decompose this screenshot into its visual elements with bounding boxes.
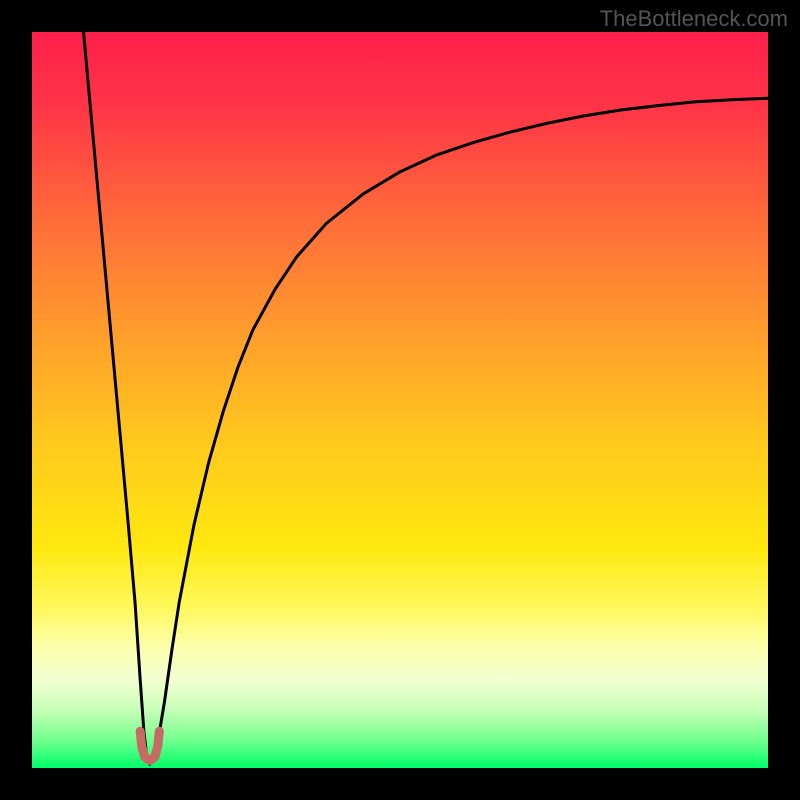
plot-gradient-background	[32, 32, 768, 768]
bottleneck-chart	[0, 0, 800, 800]
chart-frame: TheBottleneck.com	[0, 0, 800, 800]
watermark-text: TheBottleneck.com	[600, 6, 788, 32]
